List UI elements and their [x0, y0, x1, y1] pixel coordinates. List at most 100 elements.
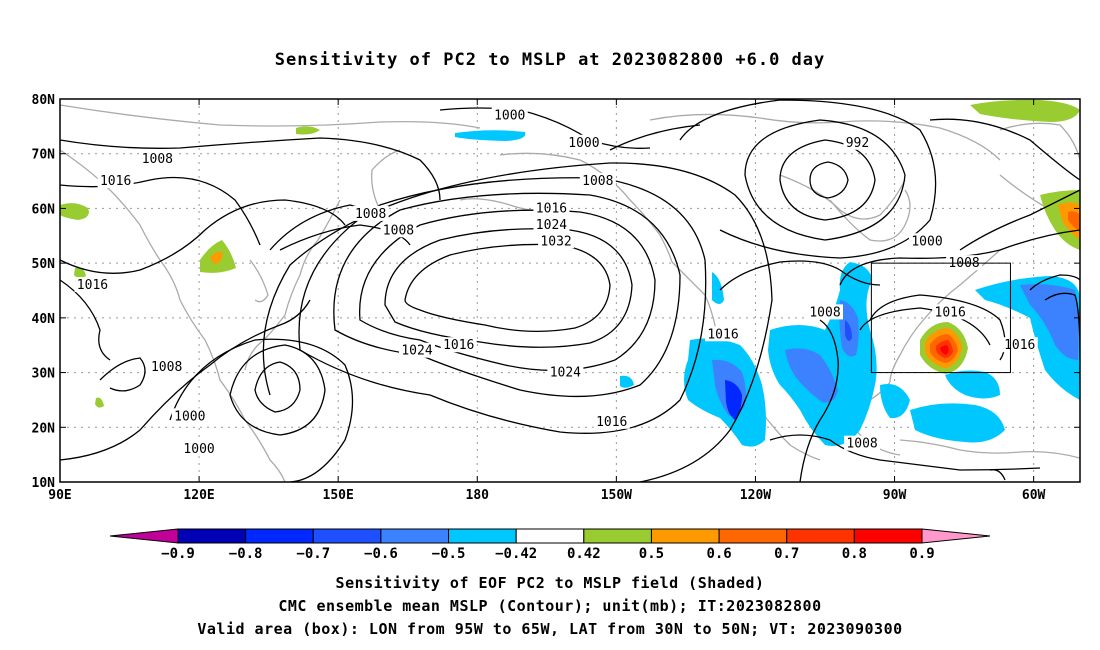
contour-label-bg: [909, 233, 945, 249]
colorbar-max-triangle: [921, 528, 991, 544]
contour-label-bg: [565, 134, 602, 150]
contour-label-bg: [440, 337, 477, 353]
contour-label: 1008: [582, 174, 613, 189]
contour-label-bg: [74, 277, 111, 293]
caption-valid-area: Valid area (box): LON from 95W to 65W, L…: [197, 620, 903, 638]
contour-label-bg: [593, 413, 630, 429]
contour-label: 1016: [707, 327, 738, 342]
contour-label-bg: [533, 216, 570, 232]
colorbar-segment: [312, 528, 382, 544]
map-title: Sensitivity of PC2 to MSLP at 2023082800…: [274, 50, 826, 70]
contour-label-bg: [844, 435, 881, 451]
contour-label-bg: [932, 304, 969, 320]
colorbar: −0.9 −0.8 −0.7 −0.6 −0.5 −0.42 0.42 0.5 0.6 0.7 0.…: [109, 528, 991, 562]
colorbar-label: −0.9: [161, 546, 195, 562]
colorbar-label: 0.42: [567, 546, 601, 562]
contour-label-bg: [97, 173, 134, 189]
contour-label-bg: [547, 364, 584, 380]
lon-tick-label: 180: [466, 488, 490, 503]
colorbar-segment: [583, 528, 652, 544]
colorbar-segment: [380, 528, 450, 544]
colorbar-label: −0.5: [432, 546, 466, 562]
contour-label: 1008: [846, 437, 877, 452]
colorbar-label: −0.7: [296, 546, 330, 562]
contour-label: 1000: [183, 442, 214, 457]
contour-label: 1008: [142, 152, 173, 167]
colorbar-segment: [515, 528, 585, 544]
colorbar-segment: [786, 528, 855, 544]
contour-label: 1016: [443, 338, 474, 353]
lon-tick-label: 90W: [883, 488, 907, 503]
contour-label-bg: [807, 304, 843, 320]
contour-label: 992: [846, 136, 869, 151]
colorbar-segment: [650, 528, 720, 544]
contour-label-bg: [946, 255, 983, 271]
contour-label-bg: [148, 359, 185, 375]
contour-label: 1008: [151, 360, 182, 375]
sensitivity-shading: [60, 99, 1080, 447]
contour-label: 1016: [536, 201, 567, 216]
contour-label-bg: [705, 326, 741, 342]
contour-label: 1008: [383, 223, 414, 238]
contour-label: 1008: [355, 207, 386, 222]
valid-area-box: [870, 262, 1011, 374]
lat-tick-label: 60N: [32, 202, 56, 217]
map-frame: [59, 98, 1081, 483]
lon-tick-label: 90E: [48, 488, 71, 503]
contour-label: 1008: [809, 305, 840, 320]
lat-tick-label: 10N: [32, 476, 56, 491]
contour-label-bg: [538, 233, 575, 249]
colorbar-label: 0.5: [639, 546, 664, 562]
caption-shading: Sensitivity of EOF PC2 to MSLP field (Sh…: [335, 574, 765, 592]
axis-ticks: [59, 98, 1080, 483]
colorbar-label: 0.6: [706, 546, 731, 562]
lon-tick-label: 150W: [601, 488, 632, 503]
contour-label-bg: [181, 441, 218, 457]
contour-label: 1000: [568, 136, 599, 151]
contour-label-bg: [843, 134, 872, 150]
lat-tick-label: 80N: [32, 93, 56, 108]
colorbar-segment: [718, 528, 788, 544]
colorbar-min-triangle: [109, 528, 179, 544]
contour-label: 1000: [911, 234, 942, 249]
lat-tick-label: 50N: [32, 257, 56, 272]
colorbar-label: 0.7: [774, 546, 799, 562]
contour-label: 1024: [401, 344, 432, 359]
colorbar-label: −0.8: [229, 546, 263, 562]
lat-axis-labels: 80N 70N 60N 50N 40N 30N 20N 10N: [32, 93, 56, 491]
colorbar-label: 0.9: [909, 546, 934, 562]
colorbar-segment: [448, 528, 517, 544]
mslp-contours: [60, 99, 1080, 482]
contour-label: 1016: [935, 305, 966, 320]
contour-label-bg: [139, 151, 176, 167]
contour-label: 1024: [550, 366, 581, 381]
lon-tick-label: 120E: [183, 488, 214, 503]
lon-tick-label: 150E: [323, 488, 354, 503]
contour-label: 1016: [596, 415, 627, 430]
colorbar-segment: [853, 528, 923, 544]
contour-label: 1024: [536, 218, 567, 233]
contour-label: 1000: [494, 108, 525, 123]
contour-label-bg: [533, 200, 570, 216]
contour-label: 1000: [174, 409, 205, 424]
contour-label: 1016: [77, 278, 108, 293]
lat-tick-label: 30N: [32, 367, 56, 382]
contour-label: 1016: [100, 174, 131, 189]
lat-tick-label: 20N: [32, 421, 56, 436]
lon-axis-labels: 90E 120E 150E 180 150W 120W 90W 60W: [48, 488, 1045, 503]
contour-label-bg: [380, 222, 417, 238]
contour-label-bg: [171, 408, 208, 424]
lat-tick-label: 40N: [32, 312, 56, 327]
contour-label-bg: [399, 342, 435, 358]
contour-label-bg: [579, 173, 616, 189]
caption-contour: CMC ensemble mean MSLP (Contour); unit(m…: [278, 597, 822, 615]
colorbar-segment: [245, 528, 314, 544]
contour-label: 1016: [1004, 338, 1035, 353]
colorbar-label: 0.8: [842, 546, 867, 562]
colorbar-label: −0.42: [495, 546, 537, 562]
colorbar-segment: [177, 528, 247, 544]
lon-tick-label: 60W: [1022, 488, 1046, 503]
colorbar-label: −0.6: [364, 546, 398, 562]
